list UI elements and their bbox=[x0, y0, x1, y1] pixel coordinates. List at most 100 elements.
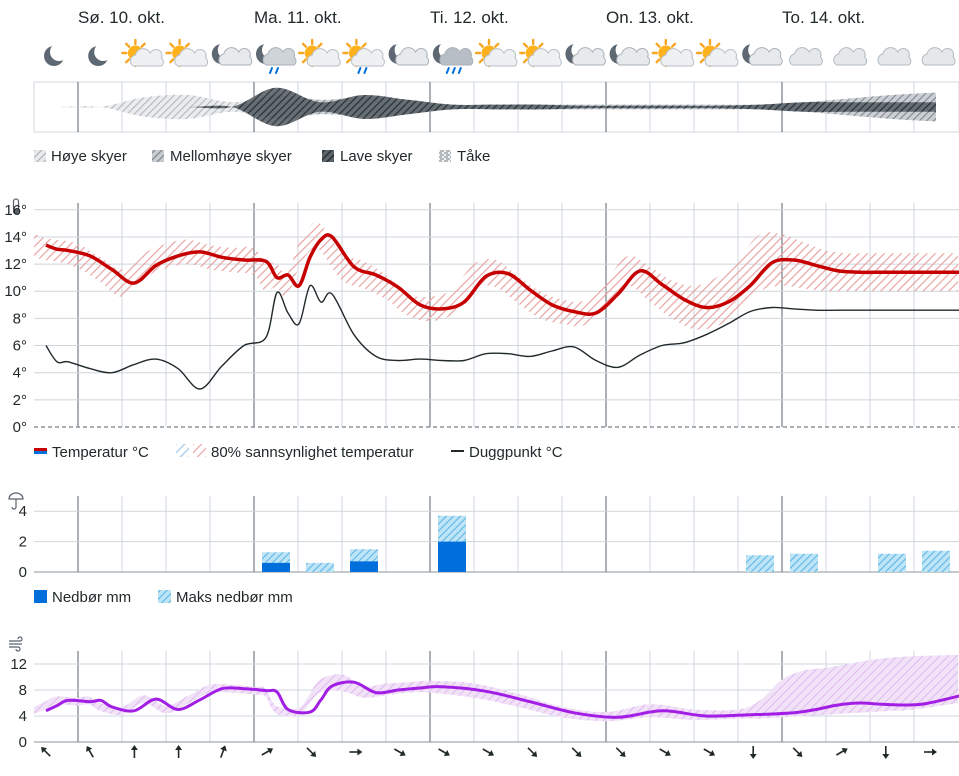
raindrop bbox=[275, 67, 279, 74]
sun-ray bbox=[125, 42, 131, 48]
legend-label-temperature: Temperatur °C bbox=[52, 444, 149, 461]
sun-ray bbox=[346, 58, 352, 64]
moon-cloud-heavy-rain-icon bbox=[432, 44, 474, 74]
legend-swatch-probability-cold bbox=[176, 444, 189, 457]
sun-ray bbox=[317, 42, 323, 48]
y-tick-label: 12° bbox=[4, 256, 27, 273]
sun-cloud-icon bbox=[519, 38, 562, 68]
sun-cloud-rain-icon bbox=[342, 38, 385, 74]
sun-ray bbox=[522, 42, 529, 48]
legend-swatch-mid-clouds bbox=[152, 150, 164, 162]
dew-point-line bbox=[45, 284, 959, 390]
legend-swatch-high-clouds bbox=[34, 150, 46, 162]
sun-ray bbox=[478, 42, 484, 48]
wind-arrow-icon bbox=[349, 748, 363, 756]
temperature-panel: 0° 2° 4° 6° 8° 10° 12° 14° 16° bbox=[4, 198, 959, 436]
moon-icon bbox=[88, 46, 109, 66]
legend-label-mid-clouds: Mellomhøye skyer bbox=[170, 148, 292, 165]
legend-swatch-temperature bbox=[34, 451, 47, 454]
legend-swatch-fog bbox=[439, 150, 451, 162]
y-tick-label: 4 bbox=[19, 708, 27, 725]
moon-shape bbox=[88, 46, 109, 66]
sun-ray bbox=[670, 42, 677, 48]
y-tick-label: 16° bbox=[4, 202, 27, 219]
sun-ray bbox=[522, 58, 529, 64]
sun-ray bbox=[125, 58, 131, 64]
sun-ray bbox=[655, 42, 661, 48]
sun-ray bbox=[346, 42, 352, 48]
cloud-shape bbox=[527, 48, 562, 67]
y-tick-label: 8 bbox=[19, 682, 27, 699]
day-label: To. 14. okt. bbox=[782, 8, 865, 27]
y-tick-label: 0° bbox=[13, 419, 27, 436]
cloud-shape bbox=[833, 47, 868, 66]
sun-cloud-icon bbox=[165, 38, 209, 68]
sun-ray bbox=[301, 58, 308, 64]
wind-arrow-icon bbox=[924, 748, 937, 756]
sun-ray bbox=[699, 58, 705, 64]
y-tick-label: 2° bbox=[13, 392, 27, 409]
wind-arrow-icon bbox=[306, 747, 317, 757]
wind-arrow-icon bbox=[130, 745, 138, 758]
wind-arrow-icon bbox=[749, 746, 757, 759]
day-label: Ma. 11. okt. bbox=[254, 8, 342, 27]
moon-cloud-icon bbox=[609, 44, 651, 66]
day-label: On. 13. okt. bbox=[606, 8, 694, 27]
sun-ray bbox=[538, 42, 544, 48]
cloud-shape bbox=[306, 48, 341, 67]
wind-arrow-icon bbox=[527, 747, 538, 757]
cloud-shape bbox=[877, 47, 912, 66]
legend-swatch-max-precipitation bbox=[158, 590, 171, 603]
cloud-legend: Høye skyer Mellomhøye skyer Lave skyer T… bbox=[34, 148, 490, 165]
wind-arrow-icon bbox=[703, 748, 716, 757]
cloud-shape bbox=[483, 48, 518, 67]
max-precipitation-bar bbox=[922, 550, 950, 572]
cloud-icon bbox=[789, 47, 823, 66]
day-label: Ti. 12. okt. bbox=[430, 8, 509, 27]
wind-arrow-icon bbox=[482, 748, 495, 757]
wind-arrow-icon bbox=[882, 746, 890, 759]
cloud-shape bbox=[748, 47, 783, 66]
y-tick-label: 2 bbox=[19, 534, 27, 551]
legend-label-dew-point: Duggpunkt °C bbox=[469, 444, 563, 461]
precipitation-bar bbox=[438, 541, 466, 572]
cloud-icon bbox=[833, 47, 868, 66]
wind-arrow-icon bbox=[219, 745, 227, 758]
y-tick-label: 8° bbox=[13, 310, 27, 327]
cloud-shape bbox=[262, 47, 297, 66]
cloud-shape bbox=[572, 47, 606, 66]
legend-label-high-clouds: Høye skyer bbox=[51, 148, 127, 165]
day-header: Sø. 10. okt. Ma. 11. okt. Ti. 12. okt. O… bbox=[78, 8, 865, 27]
wind-arrow-icon bbox=[175, 745, 183, 758]
moon-cloud-icon bbox=[211, 44, 253, 66]
cloud-shape bbox=[130, 48, 164, 67]
cloud-shape bbox=[704, 48, 739, 67]
sun-ray bbox=[140, 42, 146, 48]
max-precipitation-bar bbox=[306, 562, 334, 572]
temperature-line bbox=[45, 233, 959, 316]
umbrella-icon bbox=[8, 492, 24, 510]
moon-cloud-icon bbox=[565, 44, 606, 66]
y-tick-label: 10° bbox=[4, 283, 27, 300]
cloud-icon bbox=[877, 47, 912, 66]
cloud-shape bbox=[395, 47, 430, 66]
y-tick-label: 4° bbox=[13, 365, 27, 382]
legend-label-fog: Tåke bbox=[457, 148, 490, 165]
precipitation-panel: 0 2 4 bbox=[8, 492, 959, 581]
wind-uncertainty-band bbox=[34, 654, 958, 722]
legend-swatch-dew-point bbox=[451, 450, 464, 452]
precipitation-bar bbox=[262, 562, 290, 572]
max-precipitation-bar bbox=[878, 553, 906, 572]
raindrop bbox=[445, 67, 450, 74]
precipitation-bar bbox=[350, 561, 378, 572]
moon-cloud-rain-icon bbox=[256, 44, 297, 74]
sun-ray bbox=[478, 58, 484, 64]
cloud-shape bbox=[351, 48, 385, 67]
wind-arrow-icon bbox=[836, 747, 848, 756]
y-tick-label: 0 bbox=[19, 564, 27, 581]
max-precipitation-bar bbox=[746, 555, 774, 572]
cloud-shape bbox=[921, 47, 956, 66]
raindrop bbox=[457, 67, 462, 74]
max-precipitation-bar bbox=[790, 553, 818, 572]
